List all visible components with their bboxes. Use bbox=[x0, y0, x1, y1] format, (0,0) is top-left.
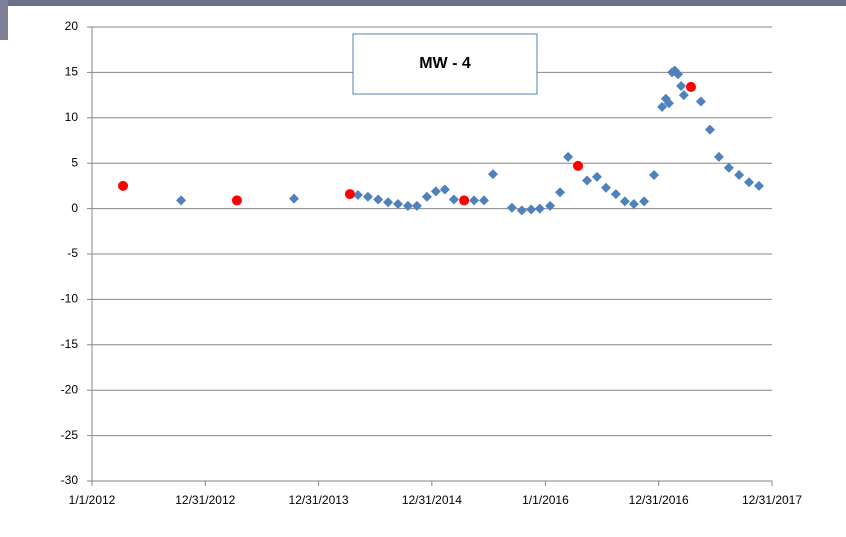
point bbox=[506, 202, 517, 213]
point bbox=[469, 195, 480, 206]
point bbox=[563, 151, 574, 162]
y-tick-label: -25 bbox=[61, 428, 79, 442]
point bbox=[753, 180, 764, 191]
point bbox=[176, 195, 187, 206]
point bbox=[402, 200, 413, 211]
y-tick-label: 5 bbox=[71, 155, 78, 169]
point bbox=[723, 162, 734, 173]
x-tick-label: 12/31/2012 bbox=[175, 493, 235, 507]
point bbox=[555, 187, 566, 198]
point bbox=[231, 195, 242, 206]
x-tick-label: 12/31/2013 bbox=[289, 493, 349, 507]
point bbox=[695, 96, 706, 107]
point bbox=[448, 194, 459, 205]
point bbox=[676, 81, 687, 92]
point bbox=[344, 189, 355, 200]
point bbox=[393, 199, 404, 210]
point bbox=[411, 200, 422, 211]
point bbox=[526, 204, 537, 215]
point bbox=[289, 193, 300, 204]
point bbox=[439, 184, 450, 195]
point bbox=[362, 191, 373, 202]
point bbox=[118, 180, 129, 191]
point bbox=[610, 189, 621, 200]
point bbox=[734, 170, 745, 181]
point bbox=[421, 191, 432, 202]
y-tick-label: -10 bbox=[61, 292, 79, 306]
x-tick-label: 12/31/2014 bbox=[402, 493, 462, 507]
point bbox=[352, 189, 363, 200]
point bbox=[639, 196, 650, 207]
point bbox=[649, 170, 660, 181]
y-tick-label: -15 bbox=[61, 337, 79, 351]
point bbox=[678, 90, 689, 101]
point bbox=[534, 203, 545, 214]
title-box bbox=[352, 33, 538, 95]
point bbox=[685, 81, 696, 92]
x-tick-label: 12/31/2017 bbox=[742, 493, 802, 507]
point bbox=[459, 195, 470, 206]
point bbox=[704, 124, 715, 135]
top-strip bbox=[0, 0, 846, 6]
x-tick-label: 1/1/2012 bbox=[69, 493, 116, 507]
point bbox=[663, 98, 674, 109]
point bbox=[545, 200, 556, 211]
point bbox=[573, 160, 584, 171]
y-tick-label: 20 bbox=[65, 19, 79, 33]
point bbox=[373, 194, 384, 205]
point bbox=[600, 182, 611, 193]
point bbox=[591, 171, 602, 182]
point bbox=[619, 196, 630, 207]
chart-title: MW - 4 bbox=[419, 55, 471, 72]
point bbox=[516, 205, 527, 216]
y-tick-label: 10 bbox=[65, 110, 79, 124]
point bbox=[430, 186, 441, 197]
point bbox=[713, 151, 724, 162]
y-tick-label: -30 bbox=[61, 473, 79, 487]
point bbox=[487, 169, 498, 180]
x-tick-label: 1/1/2016 bbox=[522, 493, 569, 507]
point bbox=[478, 195, 489, 206]
y-tick-label: 15 bbox=[65, 65, 79, 79]
left-strip bbox=[0, 0, 8, 40]
y-tick-label: 0 bbox=[71, 201, 78, 215]
x-tick-label: 12/31/2016 bbox=[629, 493, 689, 507]
point bbox=[672, 69, 683, 80]
y-tick-label: -5 bbox=[67, 246, 78, 260]
y-tick-label: -20 bbox=[61, 382, 79, 396]
point bbox=[582, 175, 593, 186]
point bbox=[744, 177, 755, 188]
point bbox=[383, 197, 394, 208]
point bbox=[657, 101, 668, 112]
point bbox=[628, 199, 639, 210]
